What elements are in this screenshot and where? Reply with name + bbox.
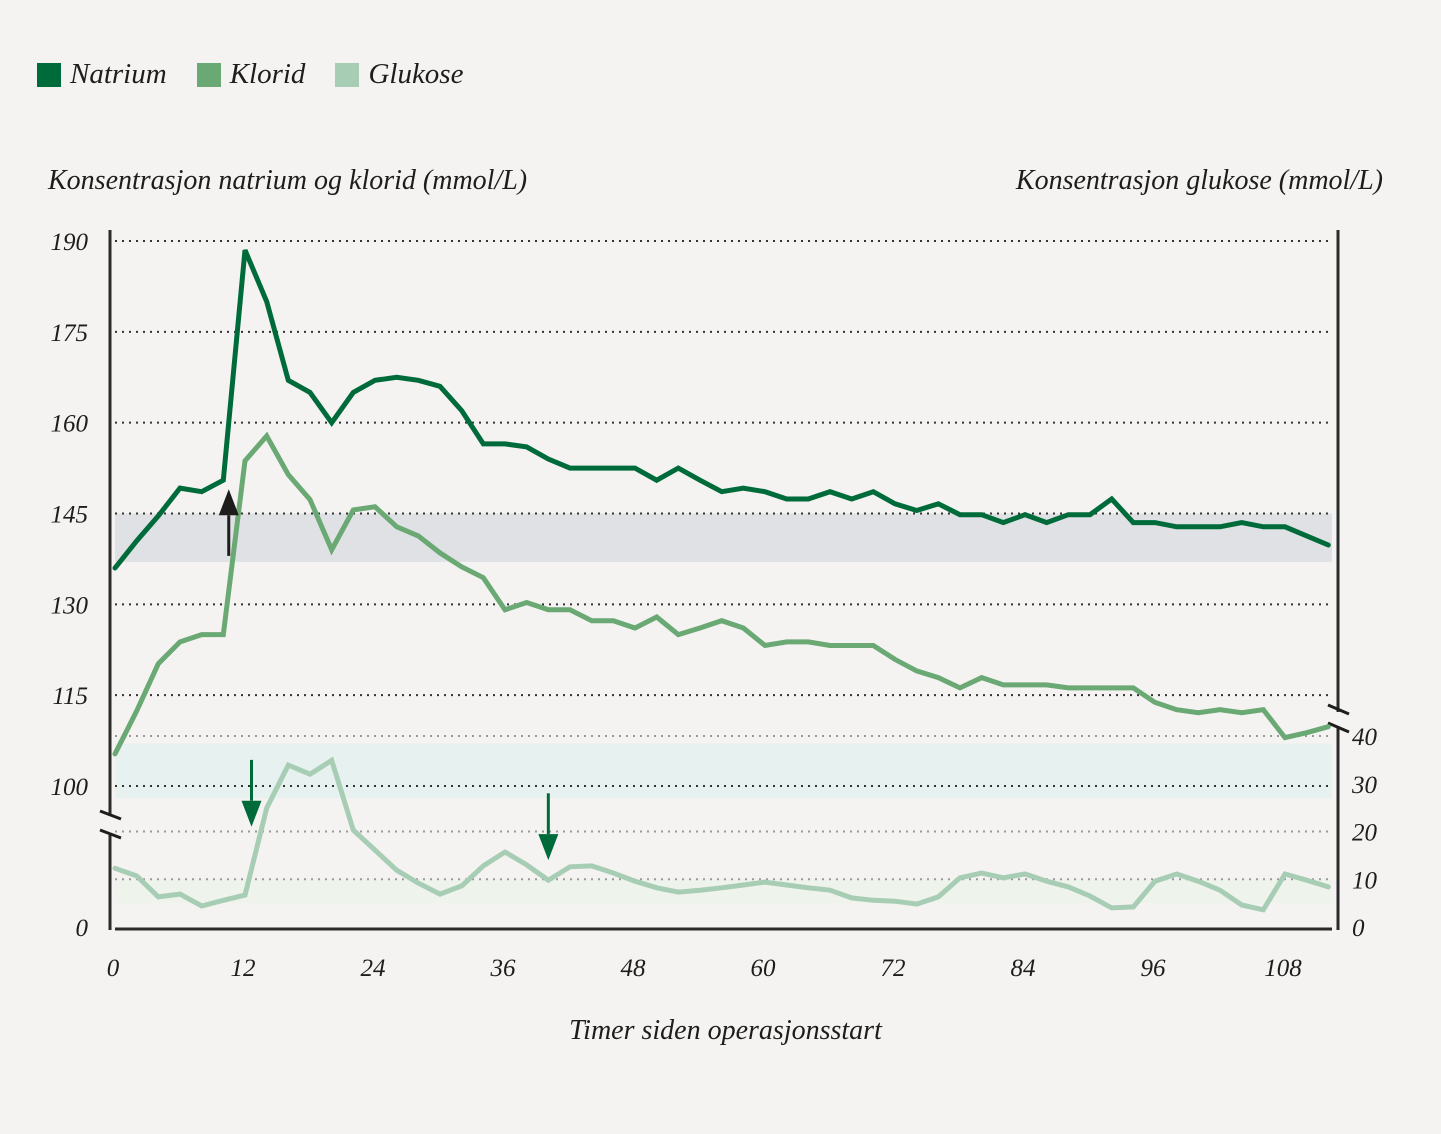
legend-label: Klorid — [229, 58, 306, 90]
x-tick-label: 60 — [751, 955, 777, 982]
x-tick-label: 48 — [621, 955, 647, 982]
y-right-tick-label: 30 — [1351, 772, 1378, 799]
x-tick-label: 36 — [490, 955, 517, 982]
y-right-tick-label: 40 — [1352, 724, 1378, 751]
series-line-klorid — [112, 431, 1331, 757]
x-tick-label: 24 — [361, 955, 386, 982]
x-axis-title: Timer siden operasjonsstart — [569, 1015, 882, 1046]
axis-break-mark — [1327, 721, 1350, 734]
y-left-tick-label: 115 — [52, 683, 88, 710]
legend-item-klorid: Klorid — [196, 58, 306, 91]
axis-break-mark — [1327, 703, 1350, 716]
x-tick-label: 84 — [1011, 955, 1036, 982]
y-left-tick-label: 175 — [51, 320, 89, 347]
arrow-up-icon — [218, 489, 239, 516]
y-left-tick-label: 100 — [51, 774, 89, 801]
y-left-tick-label: 0 — [76, 915, 89, 942]
legend-label: Natrium — [70, 58, 167, 90]
legend-label: Glukose — [368, 58, 464, 90]
axis-break-mark — [99, 809, 122, 821]
x-tick-label: 72 — [881, 955, 906, 982]
legend: Natrium Klorid Glukose — [37, 58, 463, 91]
series-line-natrium — [112, 249, 1331, 571]
y-left-tick-label: 145 — [51, 502, 89, 529]
legend-swatch-natrium — [37, 62, 61, 87]
legend-swatch-glukose — [335, 62, 360, 87]
y-axis-left-title: Konsentrasjon natrium og klorid (mmol/L) — [48, 165, 528, 196]
legend-item-glukose: Glukose — [335, 58, 463, 91]
y-left-tick-label: 130 — [51, 592, 89, 619]
x-tick-label: 12 — [231, 955, 256, 982]
y-right-tick-label: 10 — [1352, 867, 1378, 894]
y-left-tick-label: 190 — [51, 229, 89, 256]
legend-item-natrium: Natrium — [37, 58, 167, 91]
y-left-tick-label: 160 — [51, 411, 89, 438]
arrow-down-icon — [538, 834, 559, 861]
y-right-tick-label: 20 — [1352, 820, 1378, 847]
y-axis-right-title: Konsentrasjon glukose (mmol/L) — [1015, 165, 1383, 196]
x-tick-label: 108 — [1264, 955, 1302, 982]
series-line-glukose — [112, 756, 1331, 913]
x-tick-label: 96 — [1141, 955, 1167, 982]
arrow-down-icon — [241, 800, 262, 827]
x-tick-label: 0 — [107, 955, 120, 982]
y-right-tick-label: 0 — [1352, 915, 1365, 942]
legend-swatch-klorid — [196, 62, 221, 87]
axis-break-mark — [99, 828, 122, 840]
